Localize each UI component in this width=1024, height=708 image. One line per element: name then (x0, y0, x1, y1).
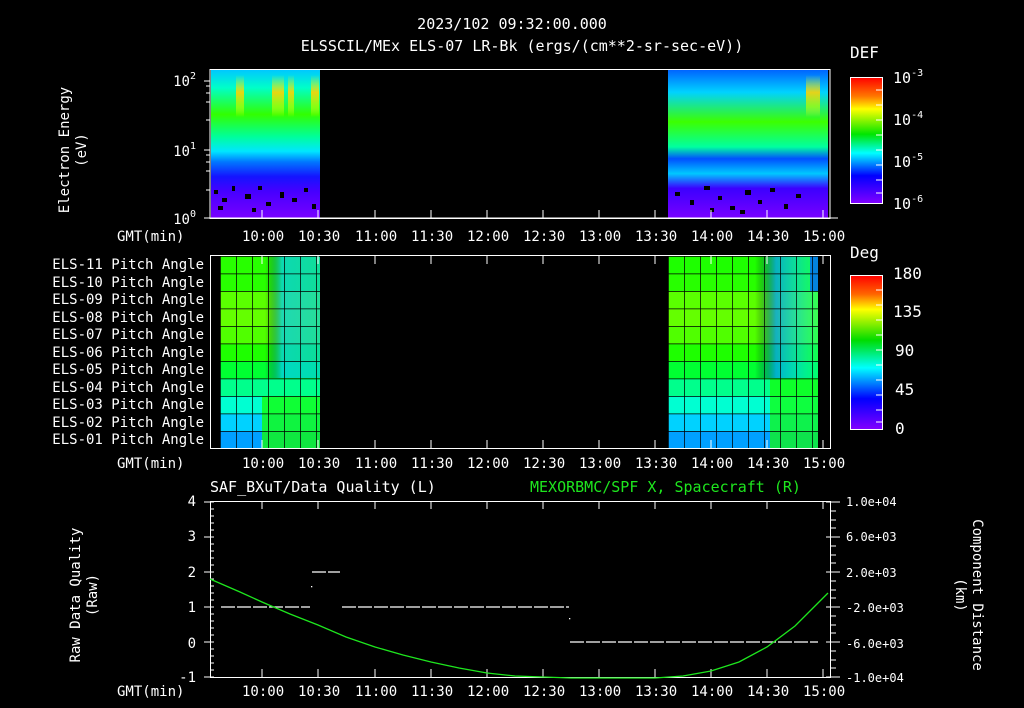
quality-ytick: 2 (187, 565, 196, 581)
deg-colorbar-tick-180: 180 (893, 264, 922, 283)
deg-colorbar-tick-90: 90 (895, 341, 915, 360)
deg-colorbar-tick-135: 135 (893, 302, 922, 321)
distance-ytick: -1.0e+04 (846, 671, 904, 685)
distance-ytick: -6.0e+03 (846, 637, 904, 651)
row-label: ELS-02 Pitch Angle (52, 414, 204, 431)
row-label: ELS-09 Pitch Angle (52, 292, 204, 308)
def-colorbar-title: DEF (850, 43, 879, 62)
row-label: ELS-10 Pitch Angle (52, 274, 204, 291)
def-colorbar-tick-1e-4: 10-4 (893, 110, 924, 129)
deg-colorbar-tick-0: 0 (895, 419, 905, 438)
def-colorbar-tick-1e-3: 10-3 (893, 68, 924, 87)
def-colorbar-tick-1e-5: 10-5 (893, 152, 924, 171)
xtick: 13:00 (579, 684, 622, 700)
pitch-xlabel: GMT(min) (117, 456, 185, 472)
energy-ytick-100: 102 (173, 71, 196, 91)
xtick: 11:00 (355, 684, 398, 700)
pitch-rows-block-2 (668, 256, 818, 449)
row-label: ELS-04 Pitch Angle (52, 379, 204, 396)
xtick: 14:30 (747, 684, 790, 700)
xtick: 14:30 (747, 229, 790, 245)
xtick: 11:30 (411, 456, 454, 472)
xtick: 13:30 (635, 229, 678, 245)
distance-ytick: -2.0e+03 (846, 601, 904, 615)
quality-ytick: 3 (187, 529, 196, 545)
quality-ytick: 4 (187, 494, 196, 510)
xtick: 13:30 (635, 684, 678, 700)
quality-xlabel: GMT(min) (117, 684, 185, 700)
xtick: 14:30 (747, 456, 790, 472)
xtick: 10:00 (242, 229, 285, 245)
row-label: ELS-06 Pitch Angle (52, 344, 204, 361)
spacecraft-series (209, 578, 829, 679)
deg-colorbar-title: Deg (850, 243, 879, 262)
xtick: 12:30 (523, 684, 566, 700)
row-label: ELS-07 Pitch Angle (52, 327, 204, 343)
quality-series (221, 571, 818, 643)
def-colorbar-tick-1e-6: 10-6 (893, 194, 924, 213)
quality-ytick: 1 (187, 600, 196, 616)
xtick: 11:00 (355, 456, 398, 472)
plot-title: ELSSCIL/MEx ELS-07 LR-Bk (ergs/(cm**2-sr… (300, 37, 744, 55)
xtick: 13:30 (635, 456, 678, 472)
xtick: 10:30 (298, 456, 341, 472)
xtick: 11:00 (355, 229, 398, 245)
xtick: 15:00 (803, 684, 846, 700)
row-label: ELS-05 Pitch Angle (52, 362, 204, 378)
xtick: 14:00 (691, 684, 734, 700)
xtick: 12:00 (467, 456, 510, 472)
xtick: 10:00 (242, 456, 285, 472)
distance-ytick: 6.0e+03 (846, 530, 897, 544)
distance-ytick: 2.0e+03 (846, 566, 897, 580)
energy-ytick-1: 100 (173, 209, 196, 229)
xtick: 10:30 (298, 684, 341, 700)
xtick: 13:00 (579, 229, 622, 245)
xtick: 10:00 (242, 684, 285, 700)
xtick: 15:00 (803, 456, 846, 472)
xtick: 11:30 (411, 684, 454, 700)
xtick: 11:30 (411, 229, 454, 245)
quality-title: SAF_BXuT/Data Quality (L) (210, 478, 436, 496)
xtick: 15:00 (803, 229, 846, 245)
plot-timestamp: 2023/102 09:32:00.000 (417, 15, 607, 33)
xtick: 12:00 (467, 229, 510, 245)
xtick: 12:30 (523, 456, 566, 472)
xtick: 12:00 (467, 684, 510, 700)
energy-ytick-10: 101 (173, 141, 196, 161)
xtick: 10:30 (298, 229, 341, 245)
energy-xlabel: GMT(min) (117, 229, 185, 245)
quality-ytick: -1 (179, 670, 196, 686)
spacecraft-title: MEXORBMC/SPF X, Spacecraft (R) (530, 478, 801, 496)
xtick: 14:00 (691, 456, 734, 472)
deg-colorbar-tick-45: 45 (895, 380, 915, 399)
pitch-rows-block-1 (220, 256, 320, 449)
quality-ytick: 0 (187, 636, 196, 652)
row-label: ELS-11 Pitch Angle (52, 257, 204, 273)
row-label: ELS-03 Pitch Angle (52, 397, 204, 413)
xtick: 12:30 (523, 229, 566, 245)
xtick: 14:00 (691, 229, 734, 245)
row-label: ELS-08 Pitch Angle (52, 309, 204, 326)
distance-ytick: 1.0e+04 (846, 495, 897, 509)
row-label: ELS-01 Pitch Angle (52, 432, 204, 448)
xtick: 13:00 (579, 456, 622, 472)
